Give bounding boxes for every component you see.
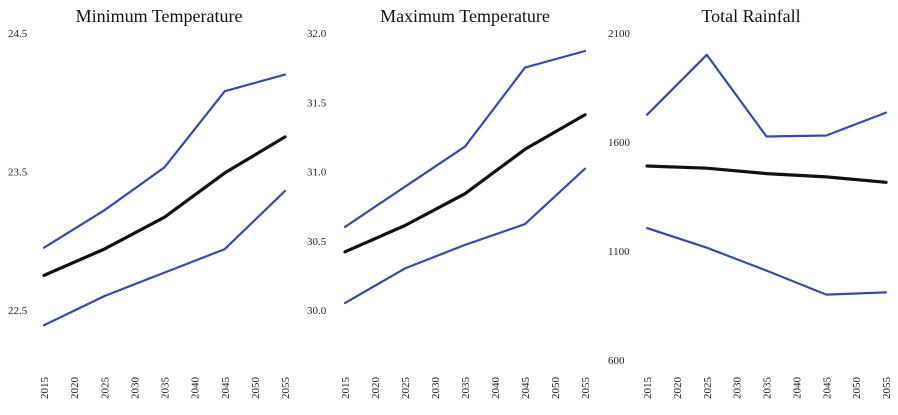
y-tick-label: 31.5 xyxy=(307,97,327,109)
x-tick-label: 2050 xyxy=(250,377,262,400)
y-tick-label: 1600 xyxy=(608,137,631,149)
series-line-mean xyxy=(42,135,287,277)
x-tick-label: 2050 xyxy=(851,377,863,400)
x-tick-label: 2015 xyxy=(39,377,51,400)
panel-title: Total Rainfall xyxy=(701,6,800,26)
y-tick-label: 2100 xyxy=(608,28,631,40)
x-tick-label: 2035 xyxy=(460,377,472,400)
x-tick-label: 2015 xyxy=(642,377,654,400)
x-tick-label: 2055 xyxy=(881,377,893,400)
y-tick-label: 31.0 xyxy=(307,167,327,179)
plot-area: 32.0 31.5 31.0 30.5 30.0 2015 2020 2025 2030 2035… xyxy=(307,28,592,399)
x-tick-label: 2015 xyxy=(340,377,352,400)
x-tick-label: 2020 xyxy=(370,377,382,400)
x-tick-label: 2025 xyxy=(400,377,412,400)
panel-maximum-temperature: Maximum Temperature 32.0 31.5 31.0 30.5 30.0… xyxy=(307,6,592,399)
panel-minimum-temperature: Minimum Temperature 24.5 23.5 22.5 2015 2020… xyxy=(8,6,292,399)
x-tick-label: 2040 xyxy=(791,377,803,400)
series-line-upper xyxy=(42,73,287,249)
plot-area: 2100 1600 1100 600 2015 2020 2025 2030 2035 2040 2… xyxy=(608,28,893,399)
y-tick-label: 24.5 xyxy=(8,28,28,40)
y-tick-label: 32.0 xyxy=(307,28,327,40)
plot-area: 24.5 23.5 22.5 2015 2020 2025 2030 2035 2040 2045… xyxy=(8,28,292,399)
x-tick-label: 2050 xyxy=(550,377,562,400)
y-tick-label: 30.0 xyxy=(307,305,327,317)
series-line-lower xyxy=(343,167,587,305)
panel-title: Minimum Temperature xyxy=(76,6,243,26)
series-line-upper xyxy=(645,53,888,138)
x-tick-label: 2035 xyxy=(160,377,172,400)
x-tick-label: 2040 xyxy=(490,377,502,400)
x-tick-label: 2055 xyxy=(280,377,292,400)
y-tick-label: 22.5 xyxy=(8,305,28,317)
x-tick-label: 2045 xyxy=(220,377,232,400)
y-tick-label: 23.5 xyxy=(8,167,28,179)
y-tick-label: 600 xyxy=(608,355,625,367)
panel-total-rainfall: Total Rainfall 2100 1600 1100 600 2015 2020 20… xyxy=(608,6,893,399)
series-line-lower xyxy=(42,189,287,327)
x-tick-label: 2030 xyxy=(129,377,141,400)
series-line-lower xyxy=(645,227,888,296)
series-line-mean xyxy=(645,164,888,184)
series-line-upper xyxy=(343,49,587,228)
x-tick-label: 2045 xyxy=(821,377,833,400)
y-tick-label: 1100 xyxy=(608,246,630,258)
x-tick-label: 2025 xyxy=(702,377,714,400)
x-tick-label: 2045 xyxy=(520,377,532,400)
x-tick-label: 2020 xyxy=(672,377,684,400)
y-tick-label: 30.5 xyxy=(307,236,327,248)
x-tick-label: 2025 xyxy=(99,377,111,400)
x-tick-label: 2035 xyxy=(762,377,774,400)
panel-title: Maximum Temperature xyxy=(380,6,550,26)
x-tick-label: 2030 xyxy=(732,377,744,400)
series-line-mean xyxy=(343,113,587,254)
x-tick-label: 2040 xyxy=(190,377,202,400)
x-tick-label: 2055 xyxy=(580,377,592,400)
x-tick-label: 2030 xyxy=(430,377,442,400)
x-tick-label: 2020 xyxy=(69,377,81,400)
